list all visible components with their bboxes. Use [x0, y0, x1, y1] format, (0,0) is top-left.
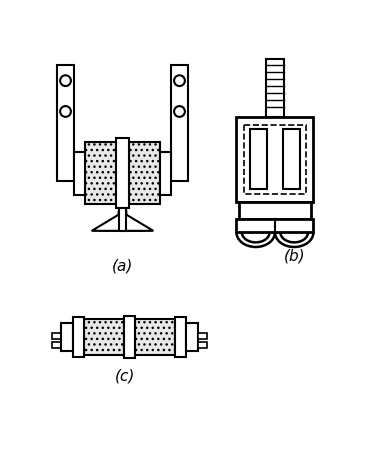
Bar	[74, 153, 85, 195]
Bar	[116, 139, 129, 208]
Polygon shape	[99, 212, 146, 231]
Bar	[186, 324, 198, 351]
Polygon shape	[92, 215, 153, 231]
Circle shape	[174, 76, 185, 87]
Text: (a): (a)	[112, 258, 133, 273]
Bar	[52, 334, 61, 339]
Bar	[57, 66, 74, 182]
Bar	[124, 317, 135, 358]
Bar	[61, 324, 73, 351]
Text: (c): (c)	[115, 368, 135, 383]
Circle shape	[174, 107, 185, 117]
Bar	[237, 117, 314, 202]
Bar	[52, 342, 61, 348]
Circle shape	[60, 76, 71, 87]
Bar	[198, 334, 207, 339]
Text: (b): (b)	[284, 248, 305, 263]
Bar	[175, 318, 186, 357]
Bar	[118, 208, 126, 231]
Bar	[251, 130, 267, 190]
Bar	[160, 153, 171, 195]
Bar	[73, 318, 84, 357]
Bar	[239, 202, 311, 219]
Bar	[244, 125, 306, 194]
Bar	[85, 143, 121, 204]
Bar	[135, 320, 175, 355]
Bar	[283, 130, 300, 190]
Bar	[84, 320, 124, 355]
Circle shape	[60, 107, 71, 117]
Bar	[237, 219, 314, 233]
Bar	[266, 60, 284, 117]
Bar	[129, 143, 160, 204]
Bar	[171, 66, 188, 182]
Bar	[198, 342, 207, 348]
